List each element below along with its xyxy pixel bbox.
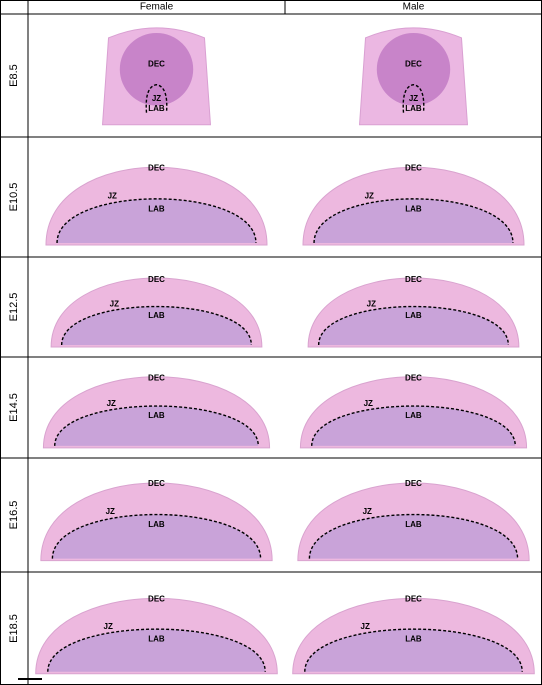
boundary <box>47 628 266 672</box>
tissue-label: LAB <box>148 411 165 420</box>
tissue-label: LAB <box>405 104 422 113</box>
boundary <box>54 405 259 446</box>
tissue-label: LAB <box>405 634 422 643</box>
tissue-label: JZ <box>361 622 370 631</box>
tissue-label: JZ <box>110 299 119 308</box>
tissue-label: DEC <box>405 163 422 172</box>
labyrinth <box>52 514 261 559</box>
tissue-label: JZ <box>365 191 374 200</box>
tissue-label: DEC <box>148 275 165 284</box>
column-header: Female <box>140 2 174 13</box>
row-label: E8.5 <box>8 64 20 87</box>
row-label: E18.5 <box>8 614 20 643</box>
tissue-label: JZ <box>409 94 418 103</box>
tissue-label: DEC <box>405 595 422 604</box>
boundary <box>60 305 253 346</box>
boundary <box>317 305 510 346</box>
labyrinth <box>47 629 266 672</box>
tissue-label: JZ <box>367 299 376 308</box>
tissue-label: DEC <box>148 163 165 172</box>
row-label: E10.5 <box>8 183 20 212</box>
tissue-label: LAB <box>148 634 165 643</box>
tissue-label: LAB <box>405 311 422 320</box>
column-header: Male <box>403 2 425 13</box>
boundary <box>308 513 519 559</box>
tissue-label: LAB <box>148 205 165 214</box>
tissue-label: DEC <box>405 59 422 68</box>
labyrinth <box>57 198 256 243</box>
tissue-label: DEC <box>405 373 422 382</box>
labyrinth <box>54 406 259 446</box>
decidua <box>376 32 451 106</box>
labyrinth <box>318 306 509 345</box>
tissue-label: DEC <box>148 479 165 488</box>
boundary <box>304 628 523 672</box>
labyrinth <box>304 629 523 672</box>
tissue-label: LAB <box>405 205 422 214</box>
boundary <box>51 513 262 559</box>
labyrinth <box>309 514 518 559</box>
tissue-label: LAB <box>405 520 422 529</box>
tissue-label: JZ <box>104 622 113 631</box>
row-label: E16.5 <box>8 501 20 530</box>
boundary <box>313 198 514 244</box>
tissue-label: DEC <box>148 595 165 604</box>
tissue-label: DEC <box>148 373 165 382</box>
boundary <box>311 405 516 446</box>
boundary <box>145 83 168 113</box>
tissue-label: JZ <box>108 191 117 200</box>
labyrinth <box>311 406 516 446</box>
tissue-label: LAB <box>148 311 165 320</box>
tissue-label: DEC <box>148 59 165 68</box>
row-label: E14.5 <box>8 393 20 422</box>
boundary <box>402 83 425 113</box>
tissue-label: LAB <box>148 520 165 529</box>
tissue-label: LAB <box>405 411 422 420</box>
labyrinth <box>314 198 513 243</box>
tissue-label: DEC <box>405 275 422 284</box>
boundary <box>56 198 257 244</box>
tissue-label: JZ <box>107 399 116 408</box>
tissue-label: JZ <box>152 94 161 103</box>
labyrinth <box>61 306 252 345</box>
tissue-label: JZ <box>106 507 115 516</box>
row-label: E12.5 <box>8 293 20 322</box>
tissue-label: JZ <box>363 507 372 516</box>
tissue-label: LAB <box>148 104 165 113</box>
decidua <box>119 32 194 106</box>
tissue-label: JZ <box>364 399 373 408</box>
tissue-label: DEC <box>405 479 422 488</box>
